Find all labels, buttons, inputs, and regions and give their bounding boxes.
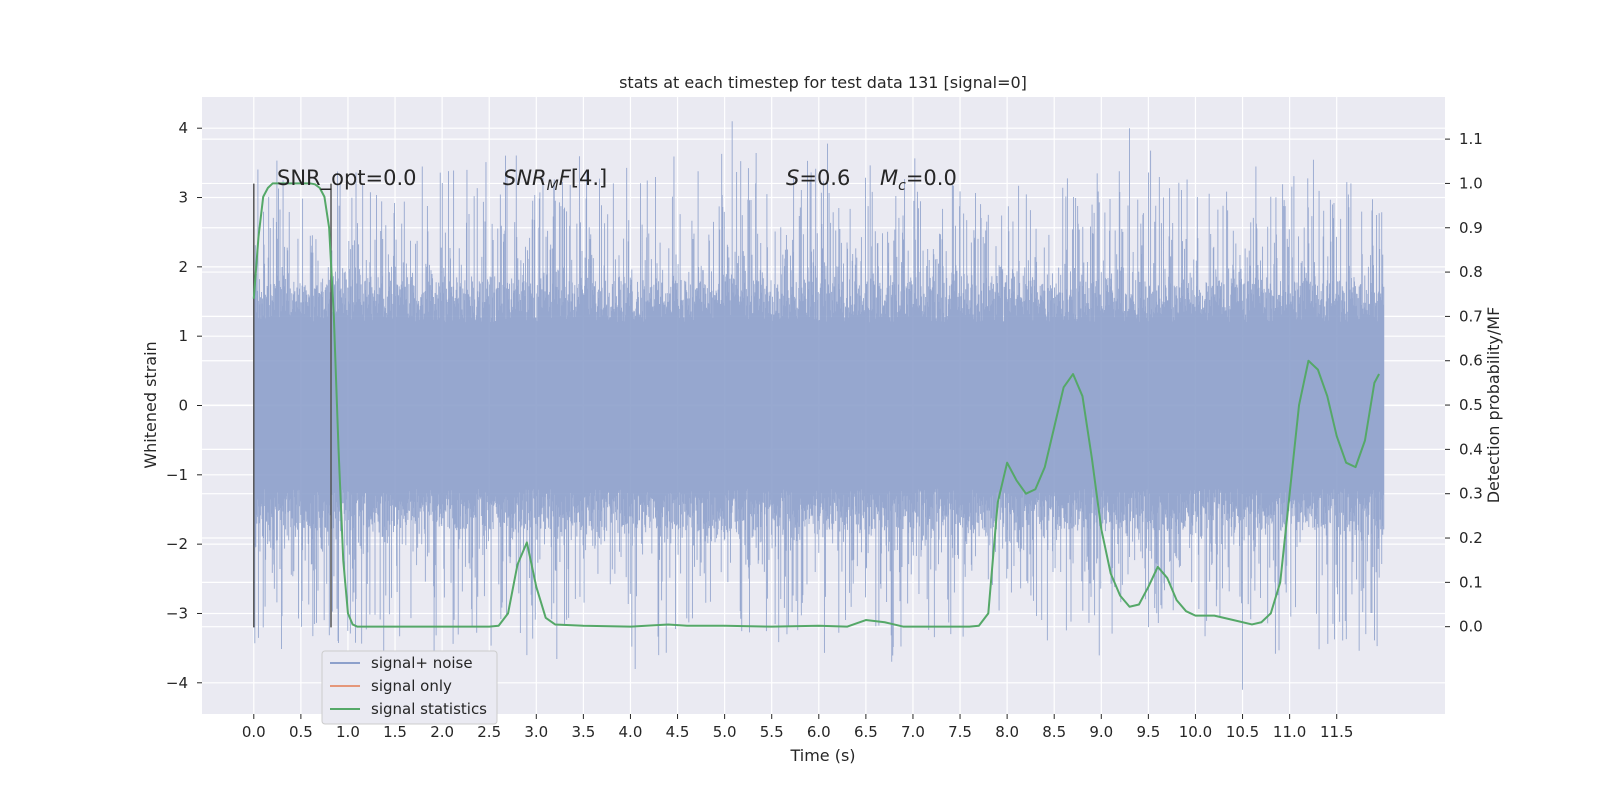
y2-tick-label-7: 0.7 [1459,307,1483,325]
legend-label-signal-plus-noise: signal+ noise [371,654,473,672]
y2-tick-label-8: 0.8 [1459,263,1483,281]
y2-tick-label-3: 0.3 [1459,485,1483,503]
annotation-snr-mf-value: [4.] [571,166,607,190]
x-tick-label-3: 1.5 [383,723,407,741]
annotation-snr-mf: SNRMF[4.] [503,166,607,194]
annotation-snr-opt: SNR_opt=0.0 [277,166,417,191]
legend: signal+ noise signal only signal statist… [321,650,498,725]
x-axis-label: Time (s) [789,746,855,765]
y2-tick-label-4: 0.4 [1459,440,1483,458]
y2-tick-label-2: 0.2 [1459,529,1483,547]
annotation-s: S=0.6 [786,166,850,190]
x-tick-label-13: 6.5 [854,723,878,741]
signal-statistics-line [252,182,1380,628]
x-tick-label-20: 10.0 [1179,723,1212,741]
y-tick-label-8: 4 [178,119,188,137]
x-tick-label-0: 0.0 [242,723,266,741]
x-tick-label-21: 10.5 [1226,723,1259,741]
y-axis-label: Whitened strain [141,341,160,468]
x-tick-label-9: 4.5 [666,723,690,741]
x-tick-label-4: 2.0 [430,723,454,741]
x-tick-label-10: 5.0 [713,723,737,741]
x-tick-label-22: 11.0 [1273,723,1306,741]
y-axis-ticks: −4 −3 −2 −1 0 1 2 3 4 [166,119,202,692]
y2-tick-label-5: 0.5 [1459,396,1483,414]
x-tick-label-6: 3.0 [524,723,548,741]
y2-tick-label-10: 1.0 [1459,174,1483,192]
y-tick-label-4: 0 [178,397,188,415]
x-tick-label-2: 1.0 [336,723,360,741]
series-signal-statistics [252,182,1380,628]
annotation-mc: Mc=0.0 [880,166,957,194]
legend-box [321,650,498,725]
y-tick-label-7: 3 [178,189,188,207]
x-tick-label-15: 7.5 [948,723,972,741]
y-tick-label-0: −4 [166,674,188,692]
annotation-mc-value: =0.0 [906,166,957,190]
y2-tick-label-1: 0.1 [1459,573,1483,591]
y2-tick-label-11: 1.1 [1459,130,1483,148]
x-tick-label-19: 9.5 [1136,723,1160,741]
x-tick-label-16: 8.0 [995,723,1019,741]
y2-axis-ticks: 0.0 0.1 0.2 0.3 0.4 0.5 0.6 0.7 0.8 0.9 1.0 1.1 [1445,130,1483,636]
y-tick-label-6: 2 [178,258,188,276]
x-tick-label-14: 7.0 [901,723,925,741]
legend-label-signal-statistics: signal statistics [371,700,487,718]
x-tick-label-1: 0.5 [289,723,313,741]
x-tick-label-17: 8.5 [1042,723,1066,741]
y2-tick-label-9: 0.9 [1459,219,1483,237]
y-tick-label-5: 1 [178,327,188,345]
chart-title: stats at each timestep for test data 131… [619,73,1027,92]
y2-tick-label-0: 0.0 [1459,618,1483,636]
legend-label-signal-only: signal only [371,677,452,695]
y2-axis-label: Detection probability/MF [1484,307,1503,504]
x-tick-label-5: 2.5 [477,723,501,741]
x-tick-label-18: 9.0 [1089,723,1113,741]
x-axis-ticks: 0.0 0.5 1.0 1.5 2.0 2.5 3.0 3.5 4.0 4.5 5.0 5.5 6.0 6… [242,714,1353,741]
x-tick-label-23: 11.5 [1320,723,1353,741]
x-tick-label-12: 6.0 [807,723,831,741]
annotation-s-value: =0.6 [799,166,850,190]
y-tick-label-3: −1 [166,466,188,484]
x-tick-label-11: 5.5 [760,723,784,741]
x-tick-label-8: 4.0 [619,723,643,741]
x-tick-label-7: 3.5 [571,723,595,741]
y-tick-label-1: −3 [166,604,188,622]
y-tick-label-2: −2 [166,535,188,553]
y2-tick-label-6: 0.6 [1459,352,1483,370]
